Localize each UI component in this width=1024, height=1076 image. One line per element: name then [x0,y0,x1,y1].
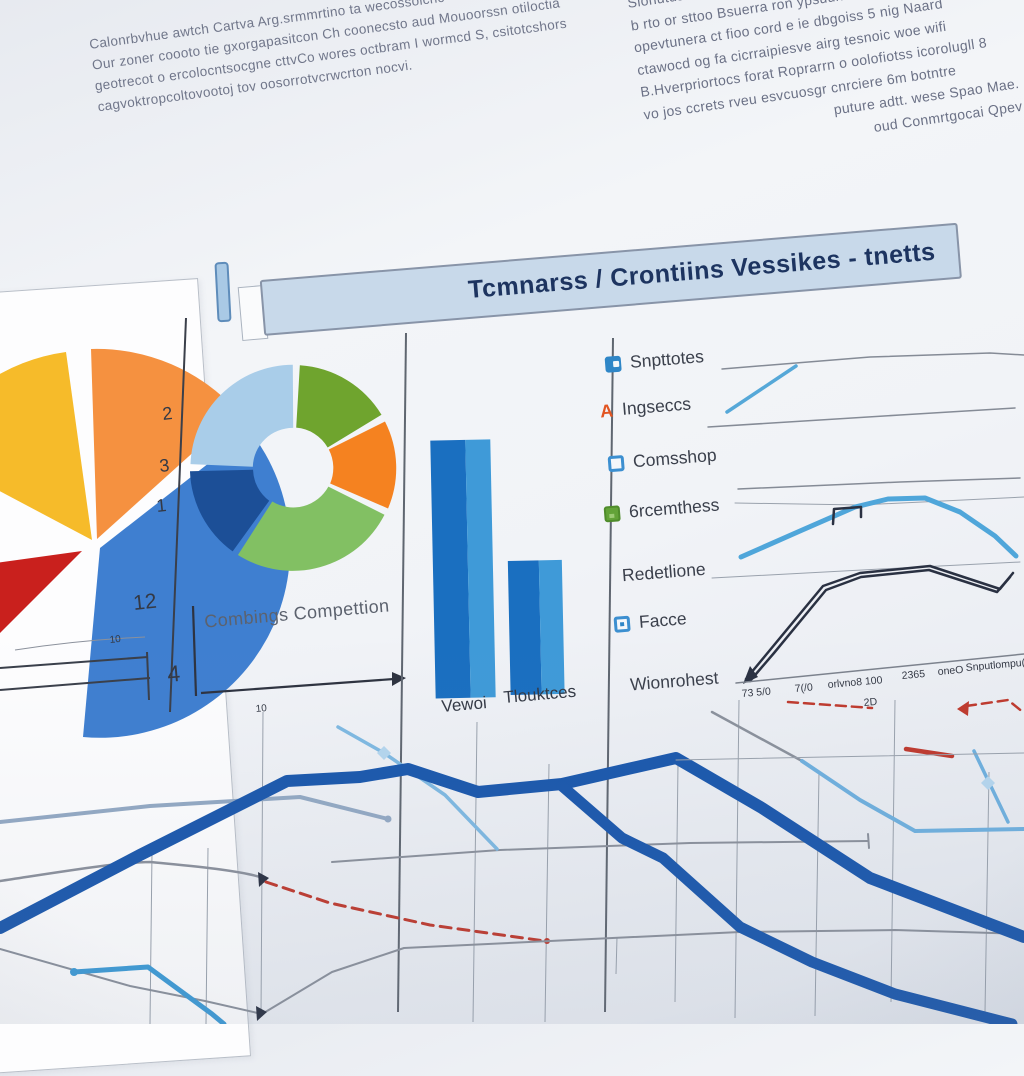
azure-line [71,964,227,1024]
gray-wavy-line [0,860,265,883]
right-annotation-2d: 2D [863,696,878,709]
blue-outline-square-dot-icon [613,615,631,633]
diamond-marker-icon [981,776,995,790]
legend-label: Facce [638,608,688,632]
bottom-gridlines [149,699,990,1024]
blue-square-icon [604,355,622,373]
right-tick-0: 73 5/0 [741,685,771,700]
bar-label-1: Vewoi [441,693,488,716]
pie-tick-3: 3 [158,455,170,476]
arrow-right-icon [392,672,406,686]
arrow-marker-icon [256,1006,267,1021]
pie-mini-label: 10 [109,634,122,646]
steel-endpoint-dot [384,815,392,823]
right-axis-tick-labels: 73 5/0 7(/0 orlvno8 100 2365 oneO Snputl… [741,655,1024,709]
navy-zigzag-2 [748,568,1012,683]
pie-axis-labels: 2 3 1 12 10 [109,403,173,646]
green-square-icon [603,504,621,523]
right-x-axis [735,653,1024,684]
right-tick-4: oneO [937,664,964,678]
gray-tick [867,833,870,849]
azure-dot [70,968,78,976]
right-lightblue-rise [725,364,798,414]
bar-1-dark [430,439,471,699]
right-tick-5: Snputlompu(E W [965,655,1024,674]
red-dashed-line-2 [786,700,874,710]
pie-slice-red [0,551,82,633]
right-gray-line-2 [707,407,1016,428]
arrow-marker-icon [258,872,269,887]
red-dashed-line-3 [964,698,1024,715]
right-tick-1: 7(/0 [794,681,813,695]
charts-canvas: 2 3 1 12 10 4 10 Vewoi Tlouktces [0,317,1024,1024]
donut-chart [189,364,397,571]
steel-blue-line [0,795,390,824]
gray-line-2 [331,840,869,863]
red-arrow-icon [957,701,969,716]
gray-bottom-line [0,929,1024,1015]
section-dividers [397,332,614,1013]
bar-chart [430,439,565,699]
main-blue-line-b [556,780,1018,1024]
donut-axis [191,605,406,697]
right-tick-2: orlvno8 100 [827,674,883,691]
donut-seg-light-blue [190,364,294,467]
donut-seg-olive [296,365,382,448]
pie-tick-1: 1 [155,495,167,516]
arrow-down-left-icon [743,666,758,684]
pie-tick-12: 12 [132,590,158,615]
right-tick-3: 2365 [901,668,925,682]
right-bracket-mark [831,505,863,526]
gray-diagonal [710,710,804,763]
right-line-chart [707,352,1024,684]
bar-1-light [465,439,496,698]
donut-seg-dark-blue [189,469,270,552]
right-gray-line-1 [721,352,1024,370]
diamond-marker-icon [377,746,391,760]
pie-tick-2: 2 [161,403,173,424]
bottom-line-chart [0,698,1024,1024]
donut-tick-label: 10 [255,703,267,715]
right-lightblue-arc [738,495,1019,560]
orange-a-icon: A [599,400,614,422]
gray-thin-top-right [675,752,1024,761]
donut-seg-light-green [237,486,385,571]
bar-2-dark [507,560,542,695]
pie-slice-yellow [0,352,92,540]
red-dashed-line-1 [264,880,547,943]
donut-seg-orange [328,421,397,509]
pie-slice-orange [91,348,238,539]
blue-outline-square-icon [607,454,625,472]
main-blue-line-a [0,752,1024,943]
right-gray-line-3 [737,477,1021,490]
lightblue-line-2 [800,759,1024,833]
bar-2-light [538,559,565,695]
donut-axis-value: 4 [166,660,181,687]
pie-axis [0,317,187,713]
